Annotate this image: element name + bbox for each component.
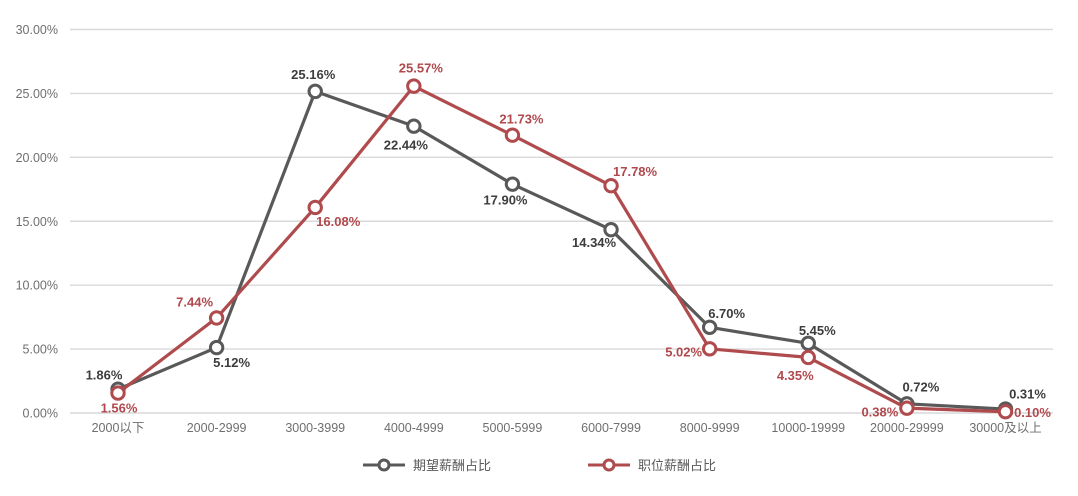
data-point-label: 0.38% <box>861 405 898 420</box>
data-point-label: 17.90% <box>483 193 528 208</box>
data-point-marker <box>603 178 619 194</box>
legend-label-expected-salary: 期望薪酬占比 <box>412 458 491 473</box>
x-axis-category-label: 30000及以上 <box>969 421 1041 435</box>
y-axis-tick-label: 25.00% <box>16 87 58 101</box>
data-point-marker <box>701 341 718 357</box>
x-axis-category-label: 20000-29999 <box>870 421 944 435</box>
data-point-marker <box>110 385 126 401</box>
data-point-label: 6.70% <box>708 306 745 321</box>
data-point-marker <box>307 83 323 100</box>
data-point-marker <box>800 349 816 366</box>
data-point-marker <box>701 319 718 336</box>
data-point-label: 14.34% <box>572 235 617 250</box>
x-axis-category-label: 4000-4999 <box>384 421 444 435</box>
data-point-marker <box>899 400 915 416</box>
y-axis-tick-label: 10.00% <box>16 279 58 293</box>
legend-label-position-salary: 职位薪酬占比 <box>638 458 717 473</box>
chart-legend: 期望薪酬占比 职位薪酬占比 <box>0 455 1078 474</box>
data-point-label: 25.57% <box>399 61 444 76</box>
data-point-marker <box>997 404 1014 420</box>
line-chart-canvas: 0.00% 5.00% 10.00% 15.00% 20.00% 25.00% 30.00%… <box>16 23 1053 435</box>
series-line <box>117 84 1006 414</box>
data-point-label: 0.31% <box>1009 387 1046 402</box>
x-axis-category-label: 8000-9999 <box>680 421 740 435</box>
data-point-label: 4.35% <box>777 368 814 383</box>
y-axis-tick-label: 5.00% <box>23 343 58 357</box>
data-point-label: 16.08% <box>316 214 361 229</box>
series-line <box>117 89 1006 411</box>
x-axis-category-label: 2000-2999 <box>187 421 247 435</box>
data-point-label: 0.10% <box>1014 405 1051 420</box>
data-point-marker <box>504 127 521 143</box>
data-point-label: 1.86% <box>86 368 123 383</box>
data-point-marker <box>800 335 816 352</box>
data-point-marker <box>406 118 422 134</box>
y-axis-tick-label: 0.00% <box>23 407 58 421</box>
x-axis-category-label: 2000以下 <box>92 421 145 435</box>
y-axis-tick-label: 15.00% <box>16 215 58 229</box>
y-axis-tick-label: 30.00% <box>16 23 58 37</box>
data-point-label: 1.56% <box>101 401 138 416</box>
data-point-marker <box>208 310 225 326</box>
data-point-label: 22.44% <box>384 138 429 153</box>
x-axis-category-label: 6000-7999 <box>581 421 641 435</box>
red-line-marker-icon <box>588 458 630 471</box>
data-point-label: 5.12% <box>213 355 250 370</box>
data-point-label: 21.73% <box>499 112 544 127</box>
data-point-label: 0.72% <box>902 379 939 394</box>
data-point-label: 5.02% <box>665 344 702 359</box>
data-point-marker <box>307 199 323 216</box>
data-point-label: 25.16% <box>291 67 336 82</box>
x-axis-category-label: 10000-19999 <box>771 421 845 435</box>
data-point-marker <box>504 176 521 192</box>
legend-item-expected-salary: 期望薪酬占比 <box>362 455 491 474</box>
data-point-label: 17.78% <box>613 164 658 179</box>
x-axis-category-label: 3000-3999 <box>285 421 345 435</box>
gray-line-marker-icon <box>362 458 405 471</box>
y-axis-tick-label: 20.00% <box>16 151 58 165</box>
data-point-marker <box>208 339 225 356</box>
data-point-label: 5.45% <box>799 323 836 338</box>
legend-item-position-salary: 职位薪酬占比 <box>587 455 716 474</box>
data-point-marker <box>603 221 619 238</box>
data-point-label: 7.44% <box>176 294 213 309</box>
x-axis-category-label: 5000-5999 <box>483 421 543 435</box>
data-point-marker <box>406 78 422 94</box>
